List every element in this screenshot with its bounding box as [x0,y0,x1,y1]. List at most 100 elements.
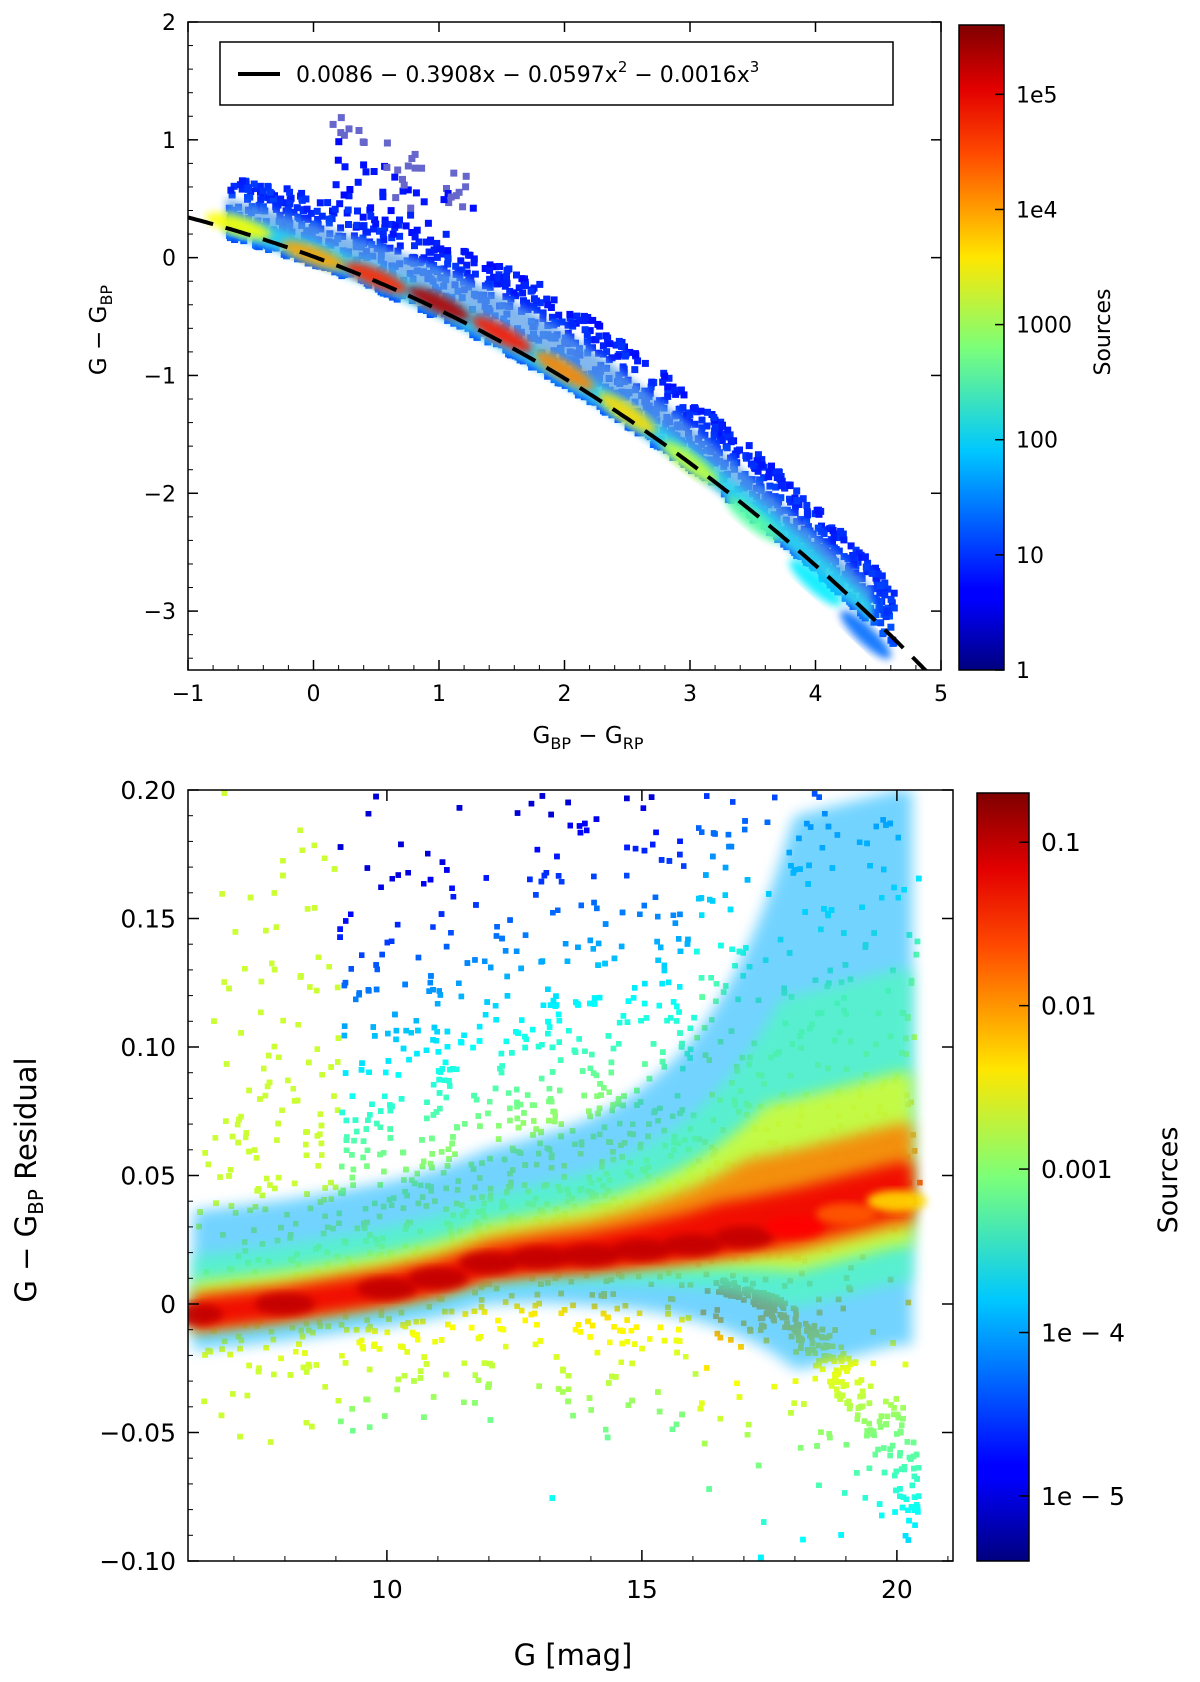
bottom-density-pixel [798,1445,804,1451]
top-density-pixel [383,164,390,171]
bottom-density-pixel [319,1152,325,1158]
bottom-density-map [163,790,927,1560]
top-density-pixel [712,424,719,431]
top-density-pixel [244,194,251,201]
top-density-pixel [523,300,530,307]
top-density-pixel [869,570,876,577]
top-density-pixel [428,249,435,256]
bottom-density-pixel [495,1318,501,1324]
bottom-density-pixel [379,952,385,958]
top-density-pixel [360,138,367,145]
top-density-pixel [680,404,687,411]
bottom-density-pixel [403,1028,409,1034]
bottom-density-pixel [633,846,639,852]
bottom-density-pixel [444,1095,450,1101]
top-density-pixel [777,494,784,501]
top-density-pixel [584,331,591,338]
top-density-pixel [718,423,725,430]
bottom-density-pixel [637,912,643,918]
top-density-pixel [456,189,463,196]
top-density-pixel [750,462,757,469]
top-density-pixel [698,408,705,415]
top-density-pixel [648,379,655,386]
top-density-pixel [244,185,251,192]
top-density-pixel [294,204,301,211]
bottom-density-pixel [446,1147,452,1153]
bottom-density-pixel [730,799,736,805]
top-density-pixel [698,424,705,431]
bottom-density-pixel [390,876,396,882]
bottom-density-pixel [565,959,571,965]
bottom-density-pixel [533,1126,539,1132]
bottom-density-pixel [378,885,384,891]
bottom-density-pixel [494,933,500,939]
bottom-density-pixel [477,1024,483,1030]
top-density-pixel [324,199,331,206]
top-x-tick-label: −1 [172,682,204,707]
top-density-pixel [774,474,781,481]
top-density-pixel [757,477,764,484]
top-density-pixel [830,527,837,534]
top-density-pixel [371,168,378,175]
top-density-pixel [396,217,403,224]
bottom-density-pixel [589,1052,595,1058]
bottom-density-pixel [507,917,513,923]
bottom-density-pixel [430,924,436,930]
top-y-tick-label: −3 [144,600,176,625]
top-density-pixel [528,288,535,295]
bottom-density-pixel [641,805,647,811]
top-density-pixel [873,597,880,604]
top-density-pixel [891,605,898,612]
top-density-pixel [804,511,811,518]
bottom-density-pixel [881,1445,887,1451]
top-density-pixel [584,338,591,345]
bottom-density-pixel [587,1334,593,1340]
top-density-pixel [336,200,343,207]
bottom-density-pixel [506,1090,512,1096]
top-density-pixel [448,194,455,201]
bottom-density-pixel [221,979,227,985]
bottom-density-pixel [642,981,648,987]
bottom-density-pixel [800,1537,806,1543]
bottom-density-pixel [642,1061,648,1067]
top-colorbar-tick-label: 1e4 [1016,198,1058,223]
top-density-pixel [877,583,884,590]
bottom-density-pixel [424,1048,430,1054]
bottom-density-pixel [863,1495,869,1501]
top-density-pixel [227,187,234,194]
top-density-pixel [502,283,509,290]
top-density-pixel [354,208,361,215]
bottom-density-pixel [771,1384,777,1390]
top-density-pixel [337,129,344,136]
top-density-pixel [746,442,753,449]
top-density-pixel [412,151,419,158]
bottom-density-pixel [322,1185,328,1191]
bottom-density-pixel [666,980,672,986]
top-density-pixel [467,252,474,259]
top-density-pixel [778,482,785,489]
top-density-pixel [632,350,639,357]
top-density-pixel [317,199,324,206]
bottom-density-pixel [607,1340,613,1346]
top-density-pixel [367,204,374,211]
bottom-density-pixel [398,1344,404,1350]
bottom-density-pixel [326,964,332,970]
bottom-density-pixel [742,827,748,833]
top-density-pixel [362,229,369,236]
bottom-density-pixel [900,1405,906,1411]
top-density-pixel [786,482,793,489]
bottom-density-pixel [525,1092,531,1098]
top-density-pixel [618,343,625,350]
bottom-density-pixel [322,856,328,862]
top-density-pixel [540,309,547,316]
top-density-pixel [444,247,451,254]
top-density-pixel [596,333,603,340]
top-density-pixel [450,170,457,177]
top-y-tick-label: −1 [144,364,176,389]
top-density-pixel [887,624,894,631]
bottom-density-pixel [588,1407,594,1413]
top-density-pixel [355,179,362,186]
top-density-pixel [390,231,397,238]
